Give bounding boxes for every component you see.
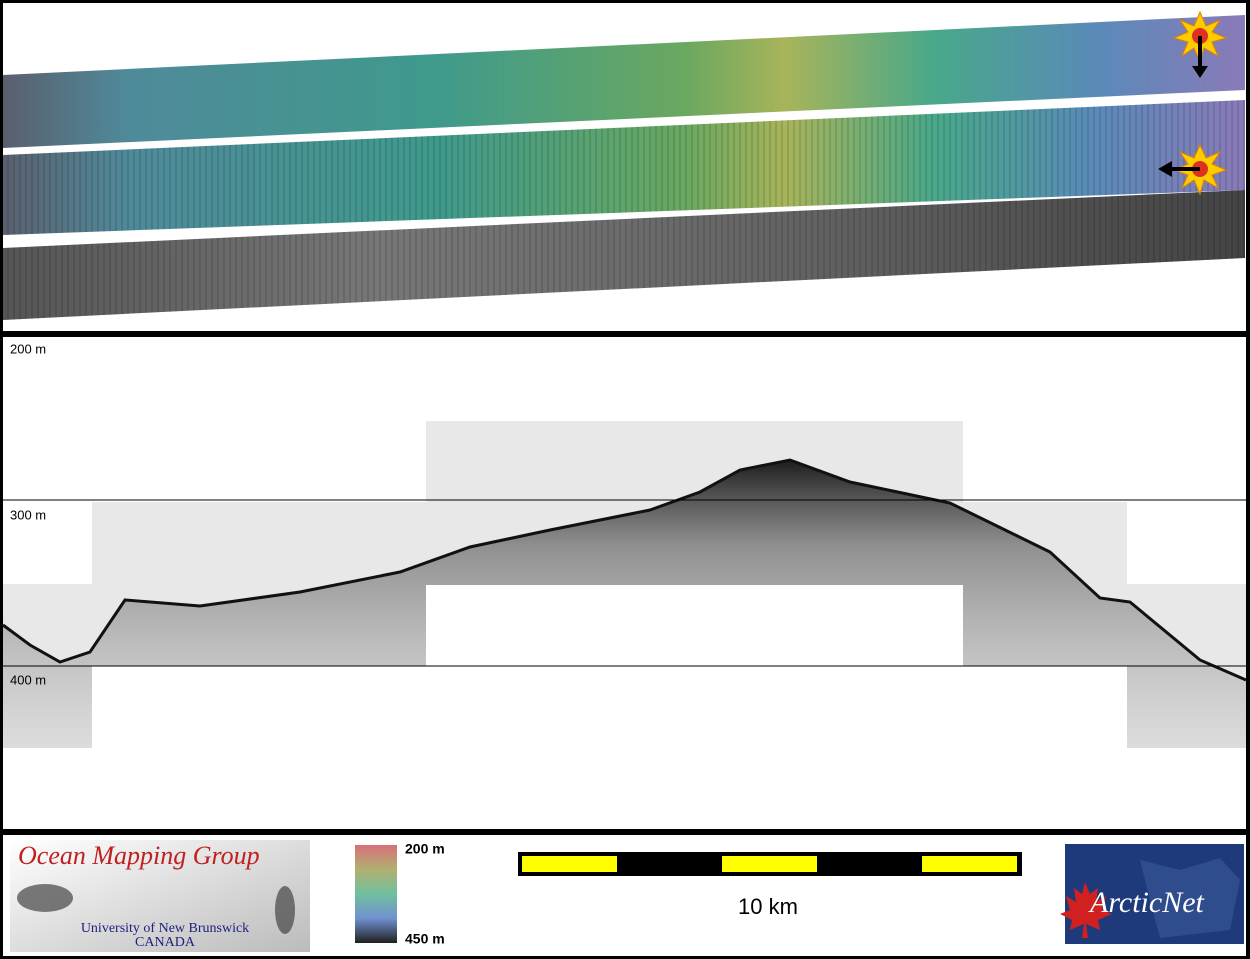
color-bar	[355, 845, 397, 943]
arcticnet-logo: ArcticNet	[1060, 844, 1244, 944]
end-marker	[1158, 143, 1228, 196]
swath-backscatter-shaded	[3, 15, 1245, 148]
logo-university: University of New Brunswick	[81, 921, 249, 936]
logo-text: ArcticNet	[1088, 886, 1205, 919]
depth-label: 400 m	[10, 672, 46, 687]
logo-title: Ocean Mapping Group	[18, 841, 260, 870]
swath-texture	[3, 100, 1245, 235]
depth-label: 200 m	[10, 341, 46, 356]
scale-bar	[518, 852, 1022, 876]
seafloor-line	[2, 458, 1247, 682]
logo-country: CANADA	[135, 935, 196, 950]
omg-logo: Ocean Mapping Group University of New Br…	[10, 840, 310, 952]
color-bar-label: 200 m	[405, 841, 445, 857]
color-bar-label: 450 m	[405, 931, 445, 947]
depth-label: 300 m	[10, 507, 46, 522]
start-marker	[1172, 10, 1228, 78]
swath-sidescan-texture	[3, 190, 1245, 320]
scale-label: 10 km	[738, 894, 798, 919]
seafloor-echo	[3, 460, 1246, 748]
